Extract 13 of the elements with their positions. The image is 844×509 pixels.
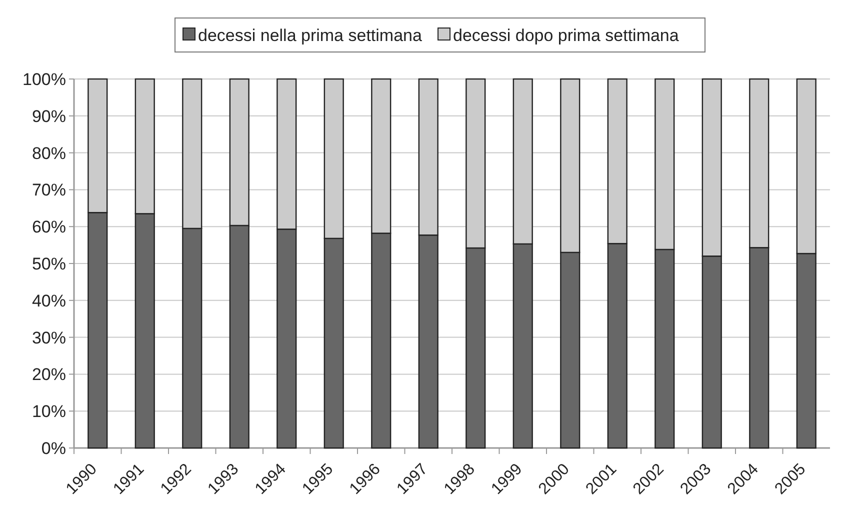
y-tick-label: 10% [32,402,66,422]
y-tick-label: 40% [32,291,66,310]
y-tick-label: 100% [22,70,66,89]
y-tick-label: 70% [32,180,66,200]
y-tick-label: 80% [32,144,66,163]
y-tick-label: 90% [32,106,66,126]
y-tick-label: 50% [32,254,66,274]
legend-label: decessi dopo prima settimana [453,26,680,45]
y-tick-label: 30% [32,328,66,348]
y-tick-label: 0% [41,438,66,458]
y-tick-label: 20% [32,365,66,384]
legend-label: decessi nella prima settimana [198,26,422,45]
y-tick-label: 60% [32,218,66,237]
